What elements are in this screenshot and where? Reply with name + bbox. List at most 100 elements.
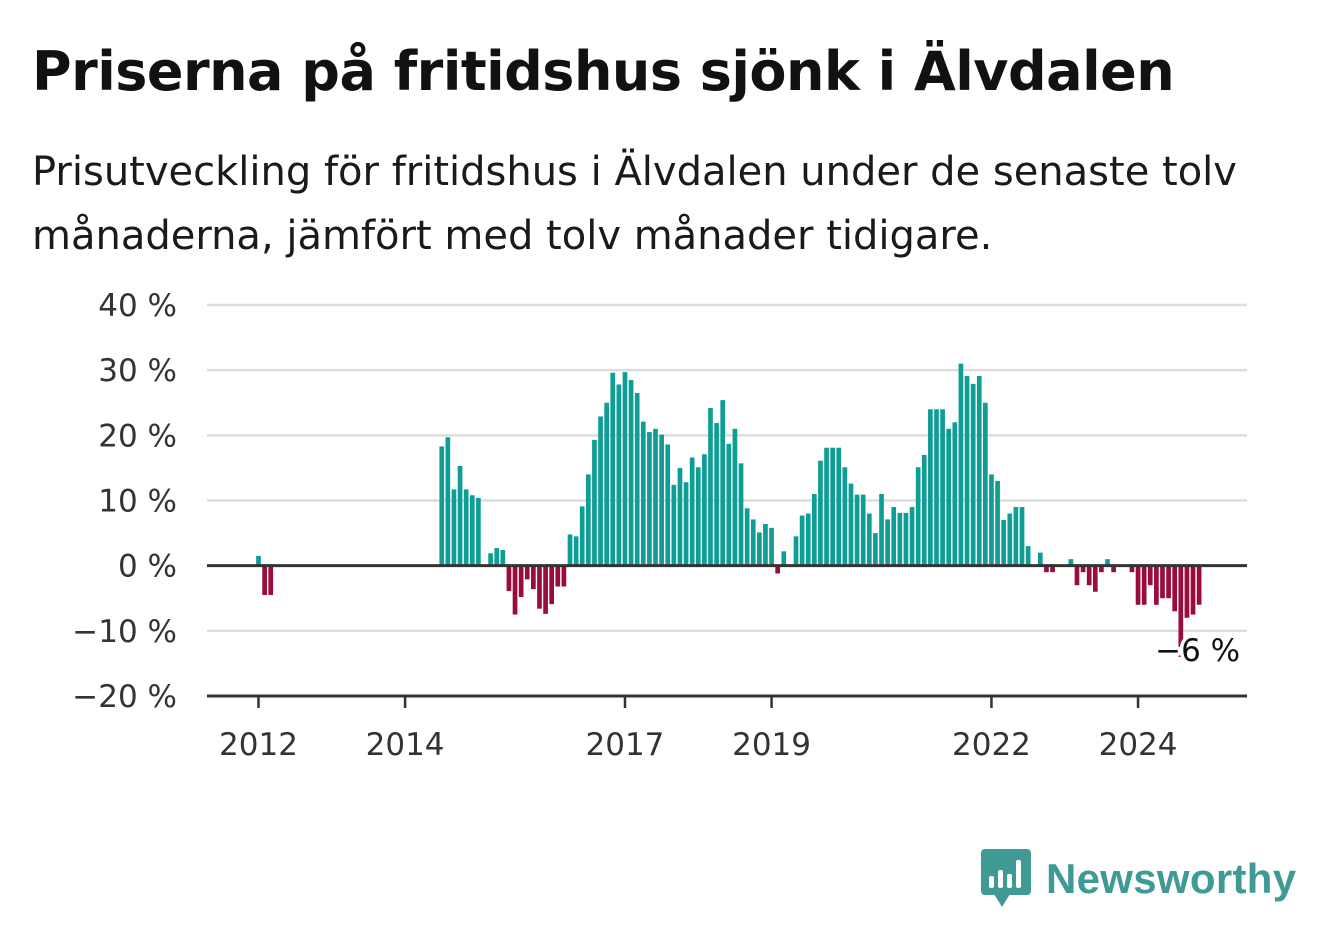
y-tick-label: −10 % [72,614,177,650]
bar [750,519,756,566]
bar [1019,507,1025,566]
bar [763,523,768,566]
brand-name: Newsworthy [1046,855,1297,902]
bar [836,447,842,566]
bar [1135,565,1141,605]
bar [891,507,897,566]
bar [1074,565,1080,586]
bar [1160,565,1165,599]
bar [494,548,500,566]
y-tick-label: 30 % [98,353,177,389]
bar [909,507,915,566]
bar [488,553,493,566]
bar [805,513,811,566]
bar [628,379,634,566]
bar [793,536,799,566]
bar [653,428,658,566]
bar [830,447,835,566]
bar-chart-speech-bubble-icon [981,849,1031,907]
bar [506,565,512,592]
bar [983,402,988,566]
bar [854,494,860,566]
bar [842,467,848,566]
bar [903,512,909,566]
bar [1007,513,1013,566]
brand-logo: Newsworthy [980,848,1296,910]
bar [873,533,878,566]
bar [1086,565,1092,586]
bar [573,536,579,566]
bar [1196,565,1202,605]
bar [518,565,524,597]
bar [995,480,1000,566]
bar [1001,520,1007,566]
bar [1068,559,1074,566]
x-tick-label: 2012 [219,727,298,763]
bar [457,465,463,566]
bar [604,402,610,566]
bar [799,515,805,566]
bar [970,383,976,566]
bar [579,506,585,566]
bar [463,489,469,566]
bar [1178,565,1184,657]
bar [512,565,518,615]
bar [1037,552,1043,566]
bar [671,484,677,566]
x-tick-label: 2019 [732,727,811,763]
bar [695,467,701,566]
chart-subtitle: Prisutveckling för fritidshus i Älvdalen… [32,149,1237,259]
bar [1172,565,1178,612]
x-tick-label: 2022 [952,727,1031,763]
bar [1099,565,1104,573]
bar [622,372,628,566]
bar [524,565,530,580]
bar [1092,565,1098,592]
bar [500,550,506,566]
bar [469,495,475,566]
bar [634,392,640,566]
chart-title: Priserna på fritidshus sjönk i Älvdalen [32,40,1175,103]
bar [921,454,927,566]
bar [451,489,457,566]
gridlines [207,303,1247,633]
bar [256,555,261,566]
bar [1141,565,1147,605]
last-value-label: −6 % [1155,633,1240,669]
x-tick-label: 2017 [586,727,665,763]
y-tick-label: 10 % [98,484,177,520]
bar [860,494,866,566]
y-tick-label: 0 % [118,549,177,585]
bar [738,463,744,566]
bar [555,565,561,587]
y-tick-label: −20 % [72,679,177,715]
x-axis-ticks: 2012 2014 2017 2019 2022 2024 [219,696,1178,763]
bar [946,428,952,566]
x-tick-label: 2024 [1099,727,1178,763]
bar [1154,565,1159,605]
bar [1166,565,1171,599]
y-axis-ticks: −20 % −10 % 0 % 10 % 20 % 30 % 40 % [72,288,177,715]
bar [476,497,481,566]
bar [811,493,817,566]
bar [915,467,921,566]
bar [958,363,964,566]
bar [640,421,646,566]
bar [897,512,903,566]
bar [1013,507,1019,566]
y-tick-label: 20 % [98,418,177,454]
bar [598,416,603,566]
bar [1025,546,1031,566]
bar [1044,565,1049,573]
bar [683,482,689,566]
bar [720,400,726,566]
bar [818,460,823,566]
bar [592,439,597,566]
bar [885,519,890,566]
bar [989,474,994,566]
bar [585,474,591,566]
bar [1129,565,1135,573]
bar [567,534,573,566]
bar [952,422,958,566]
bar [769,527,774,566]
